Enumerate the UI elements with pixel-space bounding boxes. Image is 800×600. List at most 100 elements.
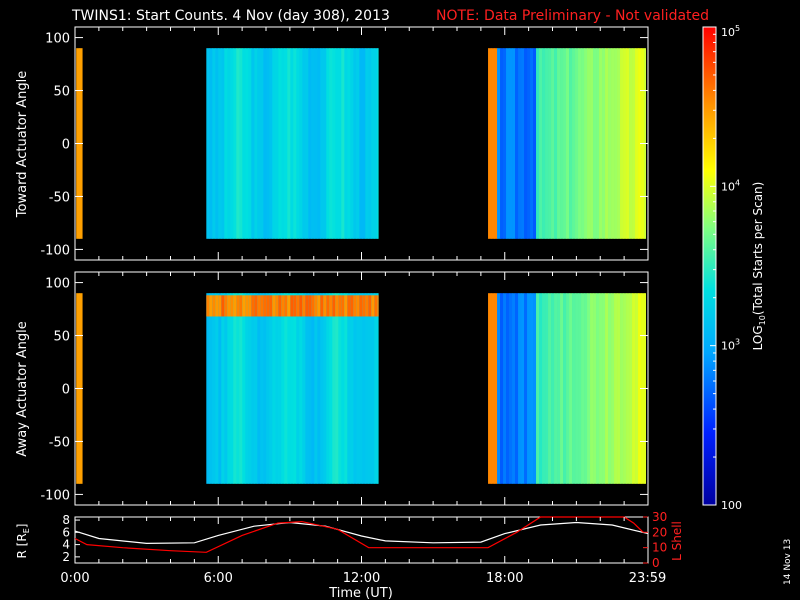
heatmap-cell	[236, 295, 240, 317]
heatmap-cell	[332, 295, 336, 317]
heatmap-cell	[302, 293, 306, 484]
heatmap-cell	[221, 295, 225, 317]
heatmap-cell	[248, 295, 252, 317]
heatmap-cell	[227, 295, 231, 317]
heatmap-cell	[623, 48, 627, 239]
heatmap-cell	[266, 295, 270, 317]
heatmap-cell	[323, 293, 327, 484]
heatmap-cell	[500, 293, 504, 484]
heatmap-cell	[278, 48, 282, 239]
heatmap-cell	[611, 48, 615, 239]
heatmap-cell	[281, 48, 285, 239]
heatmap-cell	[215, 293, 219, 484]
heatmap-cell	[365, 48, 369, 239]
heatmap-cell	[563, 48, 567, 239]
heatmap-cell	[533, 293, 537, 484]
heatmap-cell	[602, 293, 606, 484]
heatmap-cell	[272, 48, 276, 239]
heatmap-cell	[356, 295, 360, 317]
heatmap-cell	[494, 293, 498, 484]
heatmap-cell	[497, 293, 501, 484]
heatmap-cell	[512, 293, 516, 484]
heatmap-cell	[278, 293, 282, 484]
orbit-right-tick: 10	[652, 541, 667, 555]
heatmap-cell	[527, 293, 531, 484]
heatmap-cell	[221, 293, 225, 484]
x-tick-label: 12:00	[343, 571, 380, 586]
heatmap-cell	[209, 48, 213, 239]
heatmap-cell	[296, 48, 300, 239]
heatmap-cell	[542, 293, 546, 484]
heatmap-cell	[596, 293, 600, 484]
heatmap-cell	[545, 293, 549, 484]
heatmap-cell	[374, 295, 378, 317]
heatmap-cell	[230, 48, 234, 239]
heatmap-cell	[566, 293, 570, 484]
heatmap-cell	[206, 293, 210, 484]
heatmap-cell	[554, 48, 558, 239]
heatmap-cell	[341, 295, 345, 317]
away-heatmap	[76, 293, 647, 484]
y-tick-label: 0	[62, 138, 70, 153]
heatmap-cell	[296, 293, 300, 484]
heatmap-cell	[557, 48, 561, 239]
heatmap-cell	[254, 48, 258, 239]
heatmap-cell	[578, 48, 582, 239]
heatmap-cell	[626, 293, 630, 484]
heatmap-cell	[632, 48, 636, 239]
heatmap-cell	[560, 293, 564, 484]
heatmap-cell	[353, 295, 357, 317]
heatmap-cell	[344, 293, 348, 484]
heatmap-cell	[266, 48, 270, 239]
heatmap-cell	[611, 293, 615, 484]
heatmap-cell	[314, 48, 318, 239]
heatmap-cell	[365, 295, 369, 317]
heatmap-cell	[638, 293, 642, 484]
heatmap-cell	[608, 293, 612, 484]
heatmap-cell	[557, 293, 561, 484]
heatmap-cell	[260, 295, 264, 317]
x-tick-label: 6:00	[204, 571, 233, 586]
heatmap-cell	[377, 295, 379, 317]
heatmap-cell	[353, 48, 357, 239]
heatmap-cell	[509, 293, 513, 484]
heatmap-cell	[287, 295, 291, 317]
heatmap-cell	[287, 48, 291, 239]
heatmap-cell	[359, 295, 363, 317]
heatmap-cell	[368, 48, 372, 239]
heatmap-cell	[605, 48, 609, 239]
heatmap-cell	[212, 295, 216, 317]
heatmap-cell	[290, 48, 294, 239]
heatmap-cell	[224, 295, 228, 317]
y-tick-label: 50	[53, 85, 70, 100]
orbit-right-tick: 20	[652, 525, 667, 539]
heatmap-cell	[251, 295, 255, 317]
heatmap-cell	[326, 293, 330, 484]
heatmap-cell	[230, 293, 234, 484]
colorbar-tick-label: 103	[721, 338, 740, 353]
heatmap-cell	[620, 48, 624, 239]
heatmap-cell	[491, 293, 495, 484]
heatmap-cell	[635, 48, 639, 239]
heatmap-cell	[614, 293, 618, 484]
heatmap-cell	[491, 48, 495, 239]
heatmap-cell	[236, 293, 240, 484]
heatmap-cell	[215, 48, 219, 239]
heatmap-cell	[224, 48, 228, 239]
heatmap-cell	[302, 48, 306, 239]
heatmap-cell	[248, 293, 252, 484]
heatmap-cell	[305, 293, 309, 484]
heatmap-cell	[542, 48, 546, 239]
heatmap-cell	[590, 293, 594, 484]
colorbar	[702, 26, 717, 506]
heatmap-cell	[371, 48, 375, 239]
heatmap-cell	[233, 48, 237, 239]
heatmap-cell	[602, 48, 606, 239]
orbit-lines	[74, 516, 649, 553]
heatmap-cell	[242, 293, 246, 484]
heatmap-cell	[320, 295, 324, 317]
heatmap-cell	[338, 295, 342, 317]
chart-title: TWINS1: Start Counts. 4 Nov (day 308), 2…	[71, 8, 390, 24]
heatmap-cell	[539, 48, 543, 239]
